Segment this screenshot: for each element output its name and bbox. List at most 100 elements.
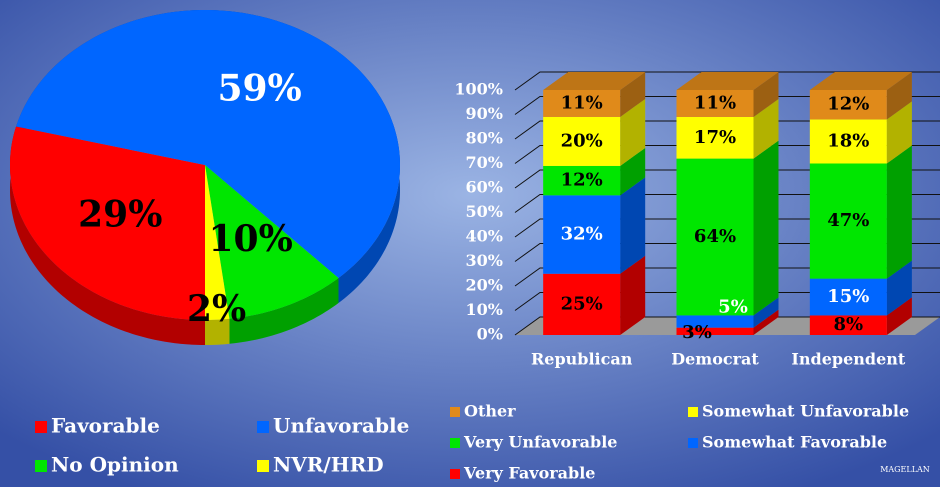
bar-label: 25% [561, 293, 603, 314]
legend-label: Unfavorable [273, 414, 409, 438]
pie-label: 10% [209, 218, 293, 260]
bar-side-shade [886, 297, 912, 335]
pie-slice [10, 126, 205, 320]
pie-slice [205, 165, 339, 319]
pie-side-shade [16, 10, 400, 303]
bar-side [886, 260, 912, 316]
legend-label: No Opinion [51, 453, 179, 477]
bar-label: 17% [694, 127, 736, 148]
bar-side [620, 177, 646, 274]
bar-side [886, 145, 912, 279]
bar-side-shade [753, 140, 779, 316]
bar-segment [676, 90, 754, 117]
pie-side-shade [10, 126, 205, 345]
bar-side [620, 147, 646, 196]
bar-side-shade [753, 98, 779, 159]
legend-swatch [257, 421, 269, 433]
bar-top [809, 72, 912, 90]
bar-segment [543, 165, 621, 196]
bar-label: 47% [827, 210, 869, 231]
bar-segment [809, 278, 887, 316]
legend-swatch [688, 407, 698, 417]
bar-label: 11% [561, 92, 603, 113]
bar-side [753, 140, 779, 316]
y-tick-label: 90% [466, 104, 503, 123]
y-tick-label: 50% [466, 202, 503, 221]
grid-line [514, 243, 940, 262]
bar-label: 20% [561, 130, 603, 151]
legend-swatch [35, 421, 47, 433]
legend-label: NVR/HRD [273, 453, 384, 477]
bar-segment [676, 158, 754, 316]
legend-label: Very Favorable [463, 464, 595, 483]
bar-top-shade [543, 72, 646, 90]
bar-segment [676, 116, 754, 159]
bar-side-shade [753, 297, 779, 328]
grid-line [514, 120, 940, 140]
pie-side-shade [205, 318, 230, 345]
legend-swatch [450, 438, 460, 448]
legend-label: Very Unfavorable [463, 433, 617, 452]
grid-line [514, 194, 940, 213]
bar-label: 15% [827, 286, 869, 307]
grid-line [514, 316, 940, 336]
bar-label: 8% [834, 314, 864, 335]
pie-slice [205, 165, 230, 320]
bar-side [620, 255, 646, 335]
grid-line [514, 169, 940, 189]
bar-side [753, 309, 779, 335]
pie-label: 29% [78, 193, 162, 235]
y-tick-label: 0% [477, 325, 503, 344]
x-tick-label: Independent [791, 350, 905, 369]
bar-label: 12% [827, 94, 869, 115]
pie-side [10, 126, 205, 345]
y-tick-label: 10% [466, 300, 503, 319]
y-tick-label: 80% [466, 129, 503, 148]
pie-label: 2% [187, 288, 246, 330]
grid-line [514, 218, 940, 238]
bar-side [620, 72, 646, 117]
pie-side [16, 10, 400, 303]
bar-label: 12% [561, 170, 603, 191]
bar-side [886, 101, 912, 164]
bar-side-shade [620, 177, 646, 274]
grid-line [514, 292, 940, 311]
bar-side-shade [886, 72, 912, 120]
bar-segment [543, 116, 621, 166]
bar-segment [676, 315, 754, 328]
bar-side [753, 98, 779, 159]
bar-side [886, 297, 912, 335]
legend-label: Somewhat Favorable [702, 433, 887, 452]
bar-segment [543, 90, 621, 117]
pie-slice [16, 10, 400, 278]
bar-side [886, 72, 912, 120]
bar-side-shade [753, 309, 779, 335]
bar-segment [809, 315, 887, 335]
legend-label: Other [464, 402, 516, 421]
bar-side-shade [620, 98, 646, 166]
bar-top-shade [676, 72, 779, 90]
bar-label: 5% [718, 296, 748, 317]
bar-side-shade [620, 147, 646, 196]
grid-line [514, 96, 940, 115]
bar-label: 3% [682, 322, 712, 343]
bar-side-shade [886, 101, 912, 164]
legend-swatch [688, 438, 698, 448]
y-tick-label: 30% [466, 251, 503, 270]
bar-side-shade [753, 72, 779, 117]
bar-side-shade [620, 72, 646, 117]
logo: MAGELLAN [880, 465, 930, 474]
legend-label: Somewhat Unfavorable [702, 402, 909, 421]
pie-side [229, 277, 339, 344]
bar-side-shade [886, 260, 912, 316]
legend-swatch [450, 407, 460, 417]
bar-side-shade [620, 255, 646, 335]
bar-top [543, 72, 646, 90]
bar-segment [809, 163, 887, 279]
y-tick-label: 60% [466, 178, 503, 197]
bar-side [620, 98, 646, 166]
pie-side [205, 318, 230, 345]
legend-swatch [257, 460, 269, 472]
y-tick-label: 70% [466, 153, 503, 172]
